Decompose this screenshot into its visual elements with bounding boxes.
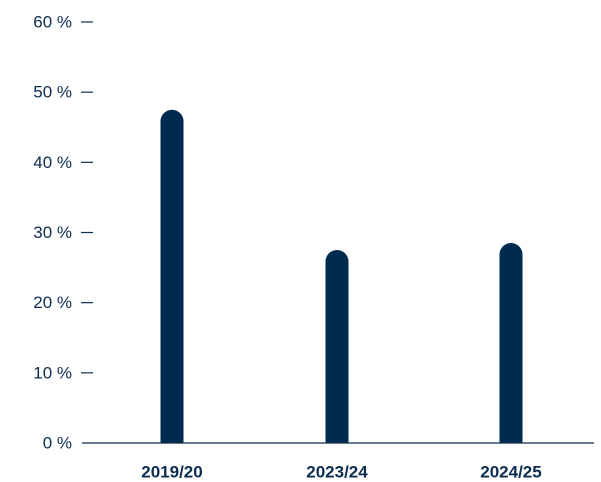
- y-tick-label: 40 %: [33, 153, 72, 172]
- bar-2019-20: [160, 109, 184, 443]
- x-tick-label: 2019/20: [141, 463, 202, 482]
- y-tick-label: 50 %: [33, 83, 72, 102]
- y-tick-label: 60 %: [33, 13, 72, 32]
- y-axis: 0 % 10 % 20 % 30 % 40 % 50 % 60 %: [33, 13, 93, 453]
- y-tick-label: 10 %: [33, 363, 72, 382]
- bar-2023-24: [325, 250, 349, 443]
- y-tick-label: 30 %: [33, 223, 72, 242]
- bar-2024-25: [499, 243, 523, 443]
- y-tick-label: 20 %: [33, 293, 72, 312]
- x-tick-label: 2023/24: [306, 463, 368, 482]
- bars-group: [160, 109, 523, 443]
- x-tick-label: 2024/25: [480, 463, 541, 482]
- x-axis: 2019/20 2023/24 2024/25: [82, 442, 594, 482]
- y-tick-label: 0 %: [43, 434, 72, 453]
